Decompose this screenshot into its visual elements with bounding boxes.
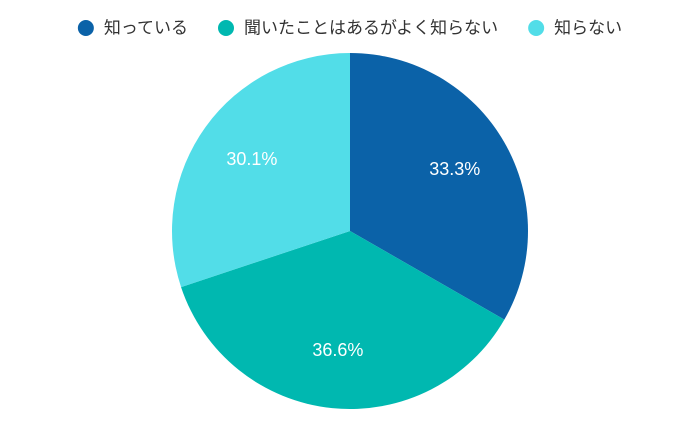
pie-slice bbox=[181, 231, 505, 409]
pie-slice bbox=[350, 53, 528, 320]
legend-text: 知っている bbox=[104, 18, 188, 37]
legend-text: 聞いたことはあるがよく知らない bbox=[244, 18, 498, 37]
legend-text: 知らない bbox=[554, 18, 622, 37]
legend-marker bbox=[218, 20, 234, 36]
legend: 知っている 聞いたことはあるがよく知らない 知らない bbox=[77, 18, 622, 37]
legend-marker bbox=[77, 20, 94, 36]
pie-slice bbox=[172, 53, 350, 288]
slice-label: 33.3% bbox=[429, 159, 480, 179]
slice-label: 36.6% bbox=[312, 340, 363, 360]
legend-marker bbox=[528, 20, 545, 36]
slice-label: 30.1% bbox=[226, 149, 277, 169]
